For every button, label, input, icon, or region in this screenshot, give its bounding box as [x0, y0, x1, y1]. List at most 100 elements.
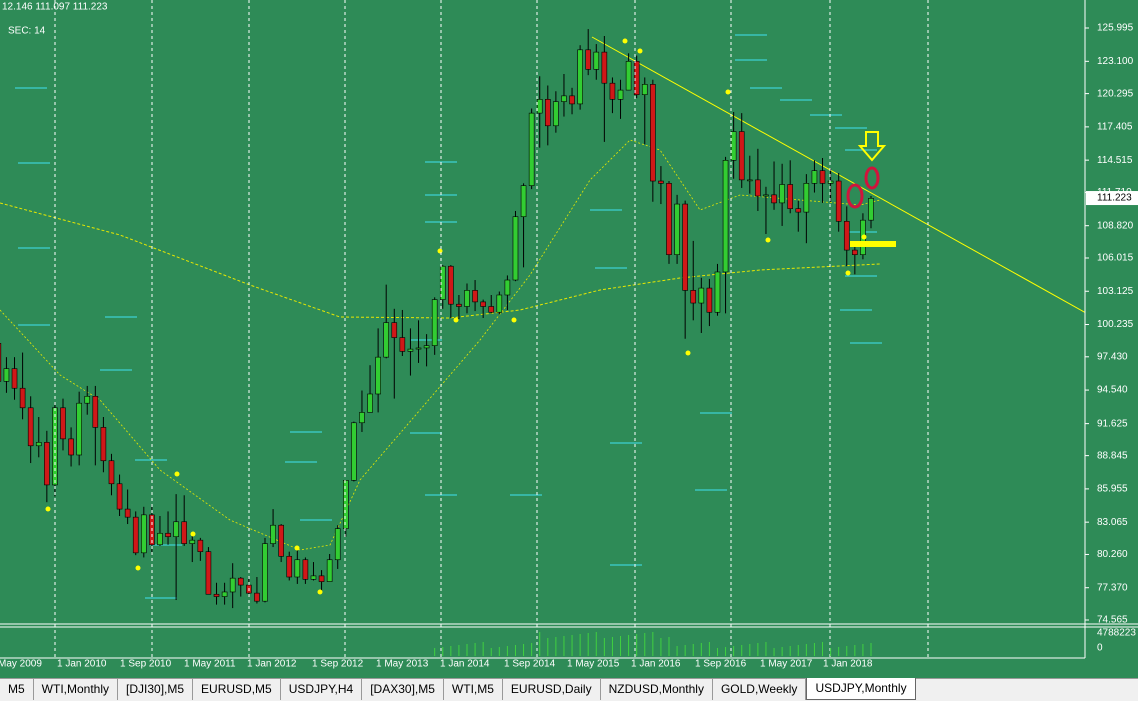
- chart-tab[interactable]: WTI,Monthly: [34, 679, 119, 700]
- candle-body: [302, 559, 309, 580]
- chart-tab[interactable]: USDJPY,Monthly: [806, 678, 916, 700]
- candle-body: [536, 99, 543, 114]
- candle-body: [254, 592, 260, 602]
- y-tick-label: 85.955: [1097, 484, 1128, 495]
- x-tick-label: 1 May 2013: [376, 659, 429, 670]
- candle-body: [852, 249, 858, 256]
- chart-tab[interactable]: EURUSD,Daily: [503, 679, 601, 700]
- candle-body: [682, 203, 688, 291]
- candle-body: [755, 179, 761, 197]
- candle-body: [391, 322, 398, 338]
- candle-body: [464, 290, 470, 307]
- candle-body: [496, 294, 503, 313]
- candle-body: [431, 299, 438, 346]
- candle-body: [690, 290, 697, 304]
- signal-dot: [765, 237, 771, 243]
- candle-body: [456, 303, 462, 307]
- candle-body: [706, 287, 713, 313]
- candle-body: [116, 483, 123, 510]
- signal-dot: [845, 270, 851, 276]
- y-tick-label: 80.260: [1097, 549, 1128, 560]
- candle-body: [746, 179, 753, 182]
- candle-body: [375, 356, 381, 395]
- candle-body: [197, 539, 204, 552]
- candle-body: [132, 516, 139, 554]
- signal-dot: [637, 48, 643, 54]
- chart-tab[interactable]: GOLD,Weekly: [713, 679, 807, 700]
- y-tick-label: 91.625: [1097, 418, 1128, 429]
- chart-tab[interactable]: [DAX30],M5: [362, 679, 444, 700]
- candle-body: [698, 287, 705, 304]
- signal-dot: [135, 565, 141, 571]
- candle-body: [181, 521, 187, 544]
- timer-text: SEC: 14: [8, 26, 46, 37]
- candle-body: [399, 337, 406, 352]
- candle-body: [763, 194, 769, 197]
- candle-body: [569, 95, 575, 105]
- candle-body: [674, 203, 680, 256]
- candle-body: [189, 539, 196, 544]
- y-tick-label: 100.235: [1097, 319, 1134, 330]
- candle-body: [811, 170, 818, 184]
- candle-body: [270, 524, 276, 544]
- candle-body: [512, 216, 519, 281]
- x-tick-label: 1 Jan 2010: [57, 659, 107, 670]
- chart-tab[interactable]: NZDUSD,Monthly: [601, 679, 713, 700]
- candle-body: [423, 345, 430, 349]
- candle-body: [803, 183, 810, 213]
- candle-body: [617, 89, 624, 100]
- candle-body: [342, 480, 349, 529]
- candle-body: [633, 61, 640, 96]
- candle-body: [722, 160, 729, 273]
- annotation-ellipse: [846, 183, 864, 209]
- annotation-arrow: [857, 131, 887, 162]
- signal-dot: [685, 350, 691, 356]
- candle-body: [585, 49, 592, 70]
- y-tick-label: 114.515: [1097, 155, 1133, 166]
- candle-body: [213, 593, 220, 597]
- chart-tab[interactable]: EURUSD,M5: [193, 679, 281, 700]
- candle-body: [278, 524, 284, 557]
- candle-body: [544, 99, 551, 127]
- candle-body: [771, 194, 777, 204]
- candle-body: [351, 422, 357, 481]
- x-tick-label: 1 May 2015: [567, 659, 620, 670]
- candle-body: [383, 322, 390, 358]
- price-label: 111.223: [1097, 193, 1132, 204]
- chart-tab[interactable]: [DJI30],M5: [118, 679, 194, 700]
- y-tick-label: 125.995: [1097, 23, 1134, 34]
- signal-dot: [861, 234, 867, 240]
- candle-body: [334, 528, 341, 561]
- x-tick-label: 1 Jan 2018: [823, 659, 873, 670]
- x-tick-label: 1 May 2011: [184, 659, 236, 670]
- candle-body: [407, 348, 414, 352]
- chart-tab[interactable]: USDJPY,H4: [281, 679, 363, 700]
- x-tick-label: 1 Sep 2010: [120, 659, 172, 670]
- candle-body: [367, 393, 373, 413]
- chart-tab[interactable]: WTI,M5: [444, 679, 503, 700]
- x-tick-label: 1 Sep 2012: [312, 659, 364, 670]
- candle-body: [480, 301, 486, 307]
- candle-body: [326, 559, 333, 582]
- y-tick-label: 123.100: [1097, 56, 1134, 67]
- candle-body: [229, 577, 236, 593]
- signal-dot: [317, 589, 323, 595]
- candle-body: [27, 407, 34, 447]
- indicator-line: [0, 139, 881, 551]
- signal-dot: [294, 545, 300, 551]
- chart-tab[interactable]: M5: [0, 679, 34, 700]
- candle-body: [11, 368, 18, 389]
- volume-tick-label: 0: [1097, 643, 1103, 654]
- candle-body: [609, 82, 616, 100]
- candle-body: [819, 170, 826, 184]
- y-tick-label: 106.015: [1097, 253, 1134, 264]
- chart-window: 12.146 111.097 111.223 SEC: 14 125.99512…: [0, 0, 1138, 678]
- candle-body: [237, 577, 244, 586]
- candle-body: [60, 407, 66, 440]
- candle-body: [100, 427, 107, 462]
- candle-body: [205, 551, 212, 595]
- candle-body: [173, 521, 179, 538]
- signal-dot: [174, 471, 180, 477]
- candle-body: [520, 185, 527, 218]
